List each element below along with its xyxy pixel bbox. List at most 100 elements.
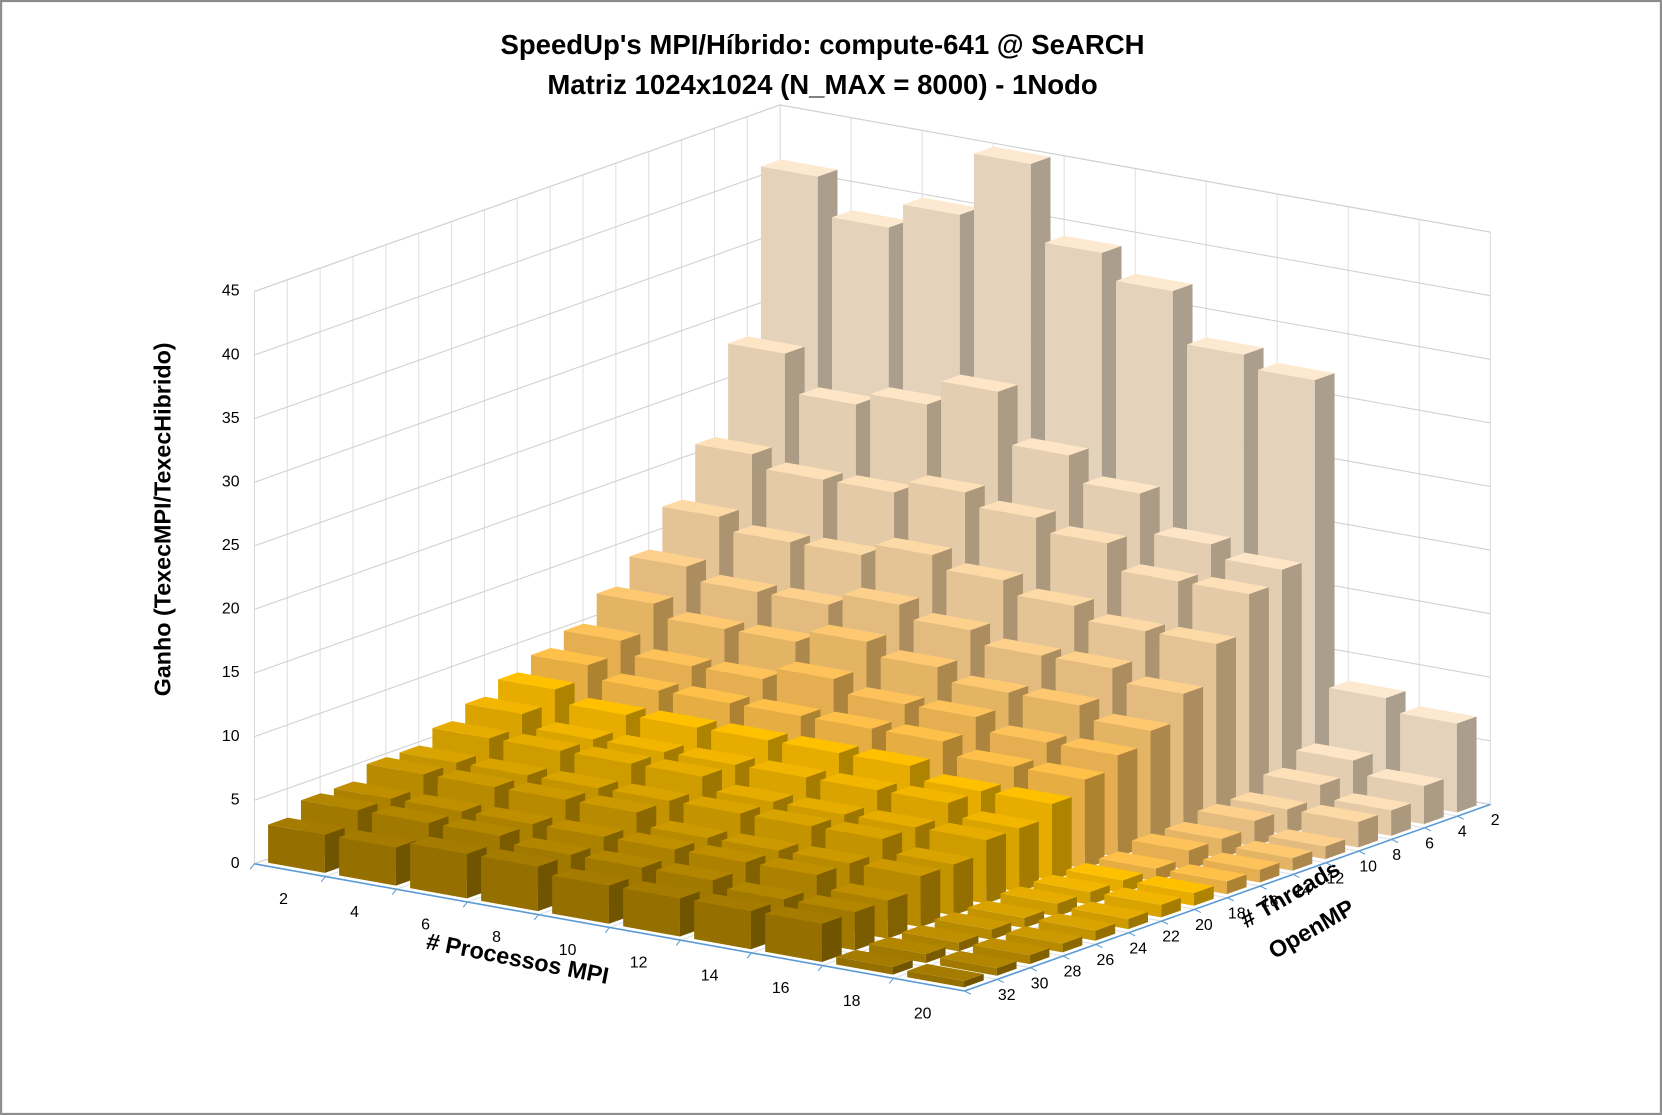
bar-side [893, 960, 913, 975]
bar-top [1268, 829, 1346, 847]
bar-front [481, 856, 538, 912]
bar-side [821, 916, 842, 962]
bar-top [924, 774, 1001, 792]
depth-tick [1358, 850, 1366, 855]
bar-side [1183, 686, 1204, 834]
bar-top [902, 197, 980, 215]
bar-top [563, 623, 641, 641]
bar-top [727, 882, 804, 900]
bar-side [1095, 923, 1116, 941]
y-tick-label: 0 [231, 855, 240, 872]
bar-top [869, 936, 946, 955]
depth-tick [1095, 943, 1103, 949]
bar-top [546, 819, 624, 837]
bar-top [1000, 886, 1077, 904]
y-tick-label: 30 [222, 473, 240, 490]
bar [410, 836, 487, 899]
bar [1000, 886, 1077, 917]
bar [268, 817, 345, 873]
bar-top [268, 817, 345, 835]
x-tick [533, 914, 539, 921]
x-tick-label: 20 [914, 1006, 932, 1023]
bar-top [771, 587, 849, 605]
bar-top [765, 906, 842, 924]
depth-tick-label: 22 [1162, 929, 1180, 946]
bar-side [1128, 911, 1149, 930]
bar-top [1126, 676, 1204, 694]
depth-tick [1161, 920, 1169, 925]
x-tick [888, 977, 894, 984]
bar-top [766, 462, 843, 480]
bar-top [656, 863, 733, 881]
depth-tick-label: 12 [1326, 870, 1344, 887]
bar-front [765, 913, 822, 962]
bar-front [869, 943, 926, 964]
depth-tick-label: 32 [998, 987, 1016, 1004]
bar-top [300, 793, 378, 811]
bar-top [940, 950, 1017, 969]
bar-front [972, 944, 1030, 965]
bar-side [1249, 587, 1269, 811]
bar-front [934, 919, 992, 940]
bar-top [371, 805, 449, 824]
bar-top [465, 696, 542, 714]
bar-top [984, 638, 1062, 656]
depth-tick-label: 20 [1195, 917, 1213, 934]
bar-top [437, 769, 515, 788]
depth-tick-label: 6 [1425, 835, 1434, 852]
bar-top [853, 748, 930, 766]
bar-side [1292, 851, 1313, 871]
bar-top [475, 806, 553, 825]
bar-top [716, 784, 793, 802]
bar-top [972, 937, 1050, 956]
bar-front [339, 837, 396, 886]
bar-top [700, 574, 778, 593]
x-tick [391, 888, 397, 895]
bar-front [694, 900, 751, 950]
bar-top [891, 785, 968, 803]
bar-top [339, 830, 416, 848]
bar-top [799, 387, 876, 405]
bar-top [1197, 803, 1275, 821]
bar-side [1314, 373, 1335, 788]
bar-top [1154, 527, 1231, 545]
bar-top [442, 818, 520, 836]
bar-top [711, 723, 788, 741]
bar-side [1150, 723, 1171, 846]
bar-side [1084, 772, 1105, 869]
bar-top [886, 724, 963, 742]
depth-tick-label: 30 [1031, 975, 1049, 992]
x-tick-label: 12 [630, 955, 648, 972]
bar-top [1093, 713, 1171, 731]
bar [765, 906, 842, 962]
bar-side [925, 947, 946, 964]
bar-top [333, 781, 411, 799]
bar-side [920, 869, 941, 927]
bar-side [1051, 797, 1072, 881]
bar-top [1083, 476, 1160, 494]
bar [901, 925, 979, 952]
depth-tick [1292, 873, 1300, 879]
bar-side [1122, 873, 1143, 894]
bar-front [268, 824, 325, 873]
bar-top [989, 725, 1067, 743]
x-tick-label: 4 [350, 904, 359, 921]
depth-tick-label: 4 [1458, 824, 1467, 841]
bar-top [1017, 588, 1094, 606]
bar-top [1296, 743, 1373, 761]
depth-tick-label: 18 [1228, 905, 1246, 922]
y-tick-label: 35 [222, 410, 240, 427]
bar-top [995, 786, 1072, 805]
bar-front [901, 932, 959, 952]
bar-top [1400, 706, 1477, 724]
bar-top [946, 563, 1023, 581]
bar-top [809, 624, 887, 642]
bar-side [1090, 885, 1110, 905]
bar-side [1424, 779, 1444, 825]
bar-front [1000, 893, 1058, 917]
bar-side [1391, 803, 1411, 836]
bar-front [552, 875, 609, 924]
y-tick-label: 40 [222, 346, 240, 363]
bar-top [695, 437, 772, 455]
